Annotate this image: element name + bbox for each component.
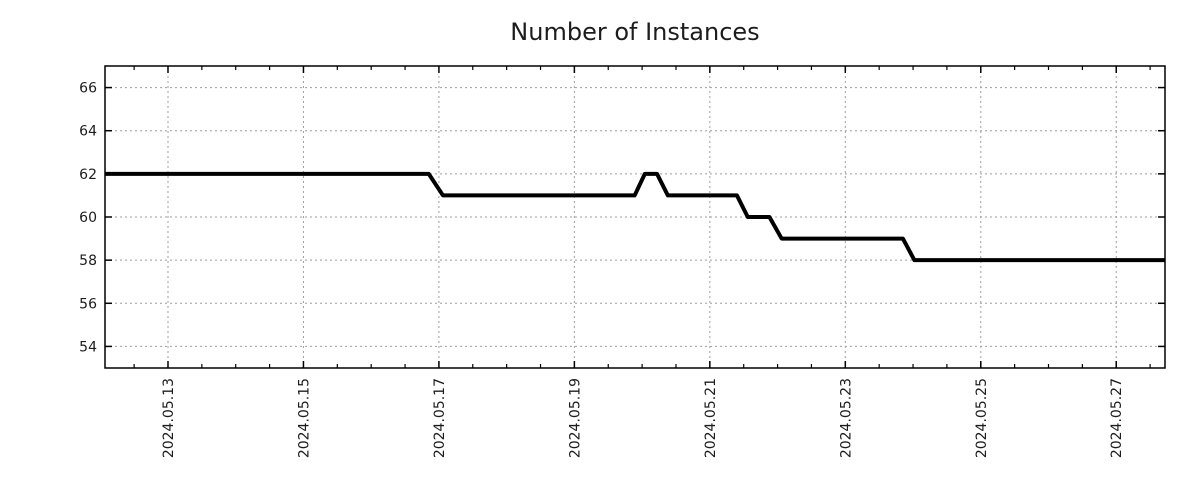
y-tick-label: 66	[79, 81, 97, 97]
x-tick-label: 2024.05.25	[974, 378, 990, 458]
y-tick-label: 60	[79, 210, 97, 226]
x-tick-label: 2024.05.13	[161, 378, 177, 458]
y-tick-label: 56	[79, 296, 97, 312]
y-tick-label: 64	[79, 124, 97, 140]
series-line	[105, 171, 1165, 263]
x-tick-label: 2024.05.19	[567, 378, 583, 458]
plot-area: 54 56 58 60 62 64 66 2024.05.13 2024.05.15 2024.0…	[79, 65, 1166, 458]
y-tick-label: 62	[79, 167, 97, 183]
x-tick-label: 2024.05.17	[432, 378, 448, 458]
x-tick-label: 2024.05.23	[838, 378, 854, 458]
y-tick-label: 58	[79, 253, 97, 269]
y-tick-label: 54	[79, 339, 97, 355]
x-tick-label: 2024.05.27	[1109, 378, 1125, 458]
chart-title: Number of Instances	[510, 18, 759, 46]
x-tick-label: 2024.05.21	[703, 378, 719, 458]
x-tick-label: 2024.05.15	[296, 378, 312, 458]
